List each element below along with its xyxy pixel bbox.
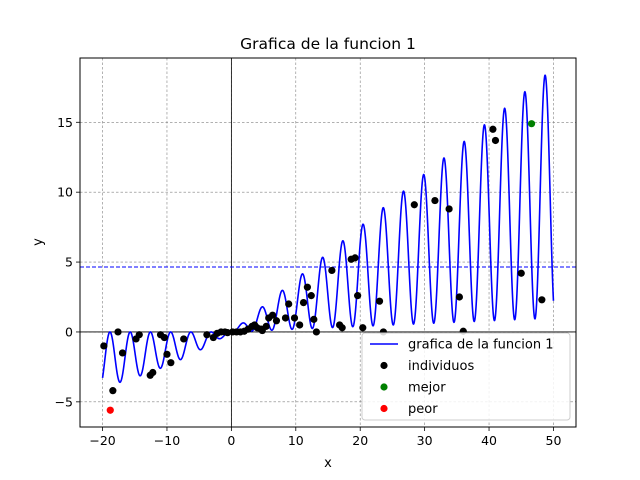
x-tick-label: 0 xyxy=(227,433,235,448)
point-individuo xyxy=(375,297,384,305)
point-individuo xyxy=(307,292,315,300)
point-individuo xyxy=(109,387,117,395)
legend-marker-swatch xyxy=(380,404,388,413)
legend-marker-swatch xyxy=(380,383,388,391)
point-individuo xyxy=(285,300,293,308)
point-individuo xyxy=(149,368,157,377)
y-tick-label: 5 xyxy=(65,255,73,270)
point-individuo xyxy=(431,196,439,205)
point-individuo xyxy=(489,125,497,133)
point-individuo xyxy=(354,292,362,300)
point-individuo xyxy=(310,315,318,323)
point-individuo xyxy=(410,201,418,209)
plot-frame xyxy=(79,57,577,428)
point-peor xyxy=(106,406,114,414)
function-line xyxy=(101,74,555,384)
y-axis-label: y xyxy=(31,238,46,246)
point-individuo xyxy=(338,324,346,332)
point-individuo xyxy=(351,254,359,262)
plot-area xyxy=(79,57,577,428)
y-tick-label: 10 xyxy=(57,185,73,200)
point-mejor xyxy=(527,120,536,128)
point-individuo xyxy=(262,322,270,330)
point-individuo xyxy=(445,205,453,213)
x-tick-label: −10 xyxy=(154,433,180,448)
y-tick-label: 15 xyxy=(57,115,73,130)
x-tick-label: −20 xyxy=(89,433,115,448)
x-tick-label: 40 xyxy=(481,433,497,448)
point-individuo xyxy=(303,283,311,291)
point-individuo xyxy=(538,296,546,304)
legend-label: peor xyxy=(408,402,438,417)
data-points xyxy=(100,120,546,414)
point-individuo xyxy=(272,317,281,325)
y-tick-label: −5 xyxy=(55,394,73,409)
point-individuo xyxy=(118,349,127,357)
point-individuo xyxy=(299,299,308,307)
point-individuo xyxy=(269,311,277,319)
point-individuo xyxy=(491,136,500,145)
point-individuo xyxy=(163,350,171,358)
point-individuo xyxy=(167,359,175,367)
point-individuo xyxy=(114,328,122,336)
point-individuo xyxy=(455,293,464,301)
x-axis-label: x xyxy=(324,456,332,471)
point-individuo xyxy=(281,314,290,322)
legend-box xyxy=(361,332,571,421)
point-individuo xyxy=(290,314,299,322)
y-axis: −5 0 5 10 15 xyxy=(55,115,80,409)
point-individuo xyxy=(517,269,525,277)
point-individuo xyxy=(359,324,367,332)
point-individuo xyxy=(135,331,143,339)
x-axis: −20 −10 0 10 20 30 40 50 xyxy=(89,427,561,448)
point-individuo xyxy=(160,333,168,342)
point-individuo xyxy=(100,342,108,350)
x-tick-label: 20 xyxy=(352,433,368,448)
point-individuo xyxy=(203,331,211,339)
x-tick-label: 50 xyxy=(546,433,562,448)
x-tick-label: 30 xyxy=(417,433,433,448)
legend-label: grafica de la funcion 1 xyxy=(408,338,554,353)
legend-label: mejor xyxy=(408,381,446,396)
y-tick-label: 0 xyxy=(65,324,73,339)
chart-title: Grafica de la funcion 1 xyxy=(240,35,416,53)
x-tick-label: 10 xyxy=(288,433,304,448)
point-individuo xyxy=(312,328,321,336)
point-individuo xyxy=(180,335,188,343)
legend: grafica de la funcion 1 individuos mejor pe… xyxy=(361,332,571,421)
point-individuo xyxy=(296,321,304,329)
legend-label: individuos xyxy=(408,359,474,374)
point-individuo xyxy=(328,266,336,275)
legend-marker-swatch xyxy=(380,361,388,370)
